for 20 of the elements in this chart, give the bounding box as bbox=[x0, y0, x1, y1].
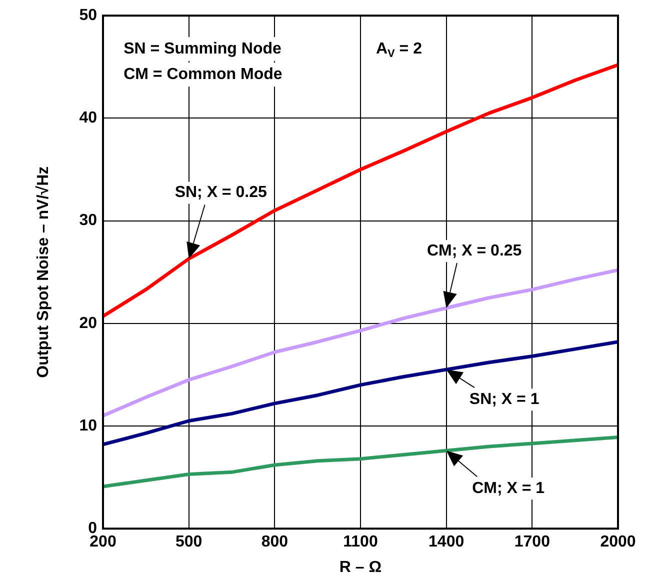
x-tick-label: 1100 bbox=[343, 534, 378, 551]
series-label: SN; X = 1 bbox=[469, 390, 540, 408]
y-tick-label: 30 bbox=[79, 212, 98, 230]
y-axis-title: Output Spot Noise – nV/√Hz bbox=[35, 166, 52, 378]
y-tick-label: 40 bbox=[79, 110, 98, 127]
x-tick-label: 500 bbox=[175, 534, 202, 551]
y-tick-label: 50 bbox=[79, 7, 98, 24]
x-tick-label: 2000 bbox=[600, 534, 636, 551]
series-label: CM; X = 1 bbox=[472, 480, 545, 498]
annotation: CM = Common Mode bbox=[124, 66, 282, 83]
x-axis-title: R – Ω bbox=[339, 558, 382, 576]
x-tick-label: 800 bbox=[261, 534, 288, 551]
series-label: SN; X = 0.25 bbox=[174, 184, 267, 202]
annotation: SN = Summing Node bbox=[124, 40, 282, 58]
series-label: CM; X = 0.25 bbox=[426, 242, 522, 260]
x-tick-label: 1400 bbox=[428, 534, 464, 551]
y-tick-label: 20 bbox=[79, 314, 98, 332]
x-tick-label: 200 bbox=[90, 534, 116, 551]
y-tick-label: 10 bbox=[79, 417, 98, 434]
x-tick-label: 1700 bbox=[514, 534, 550, 551]
